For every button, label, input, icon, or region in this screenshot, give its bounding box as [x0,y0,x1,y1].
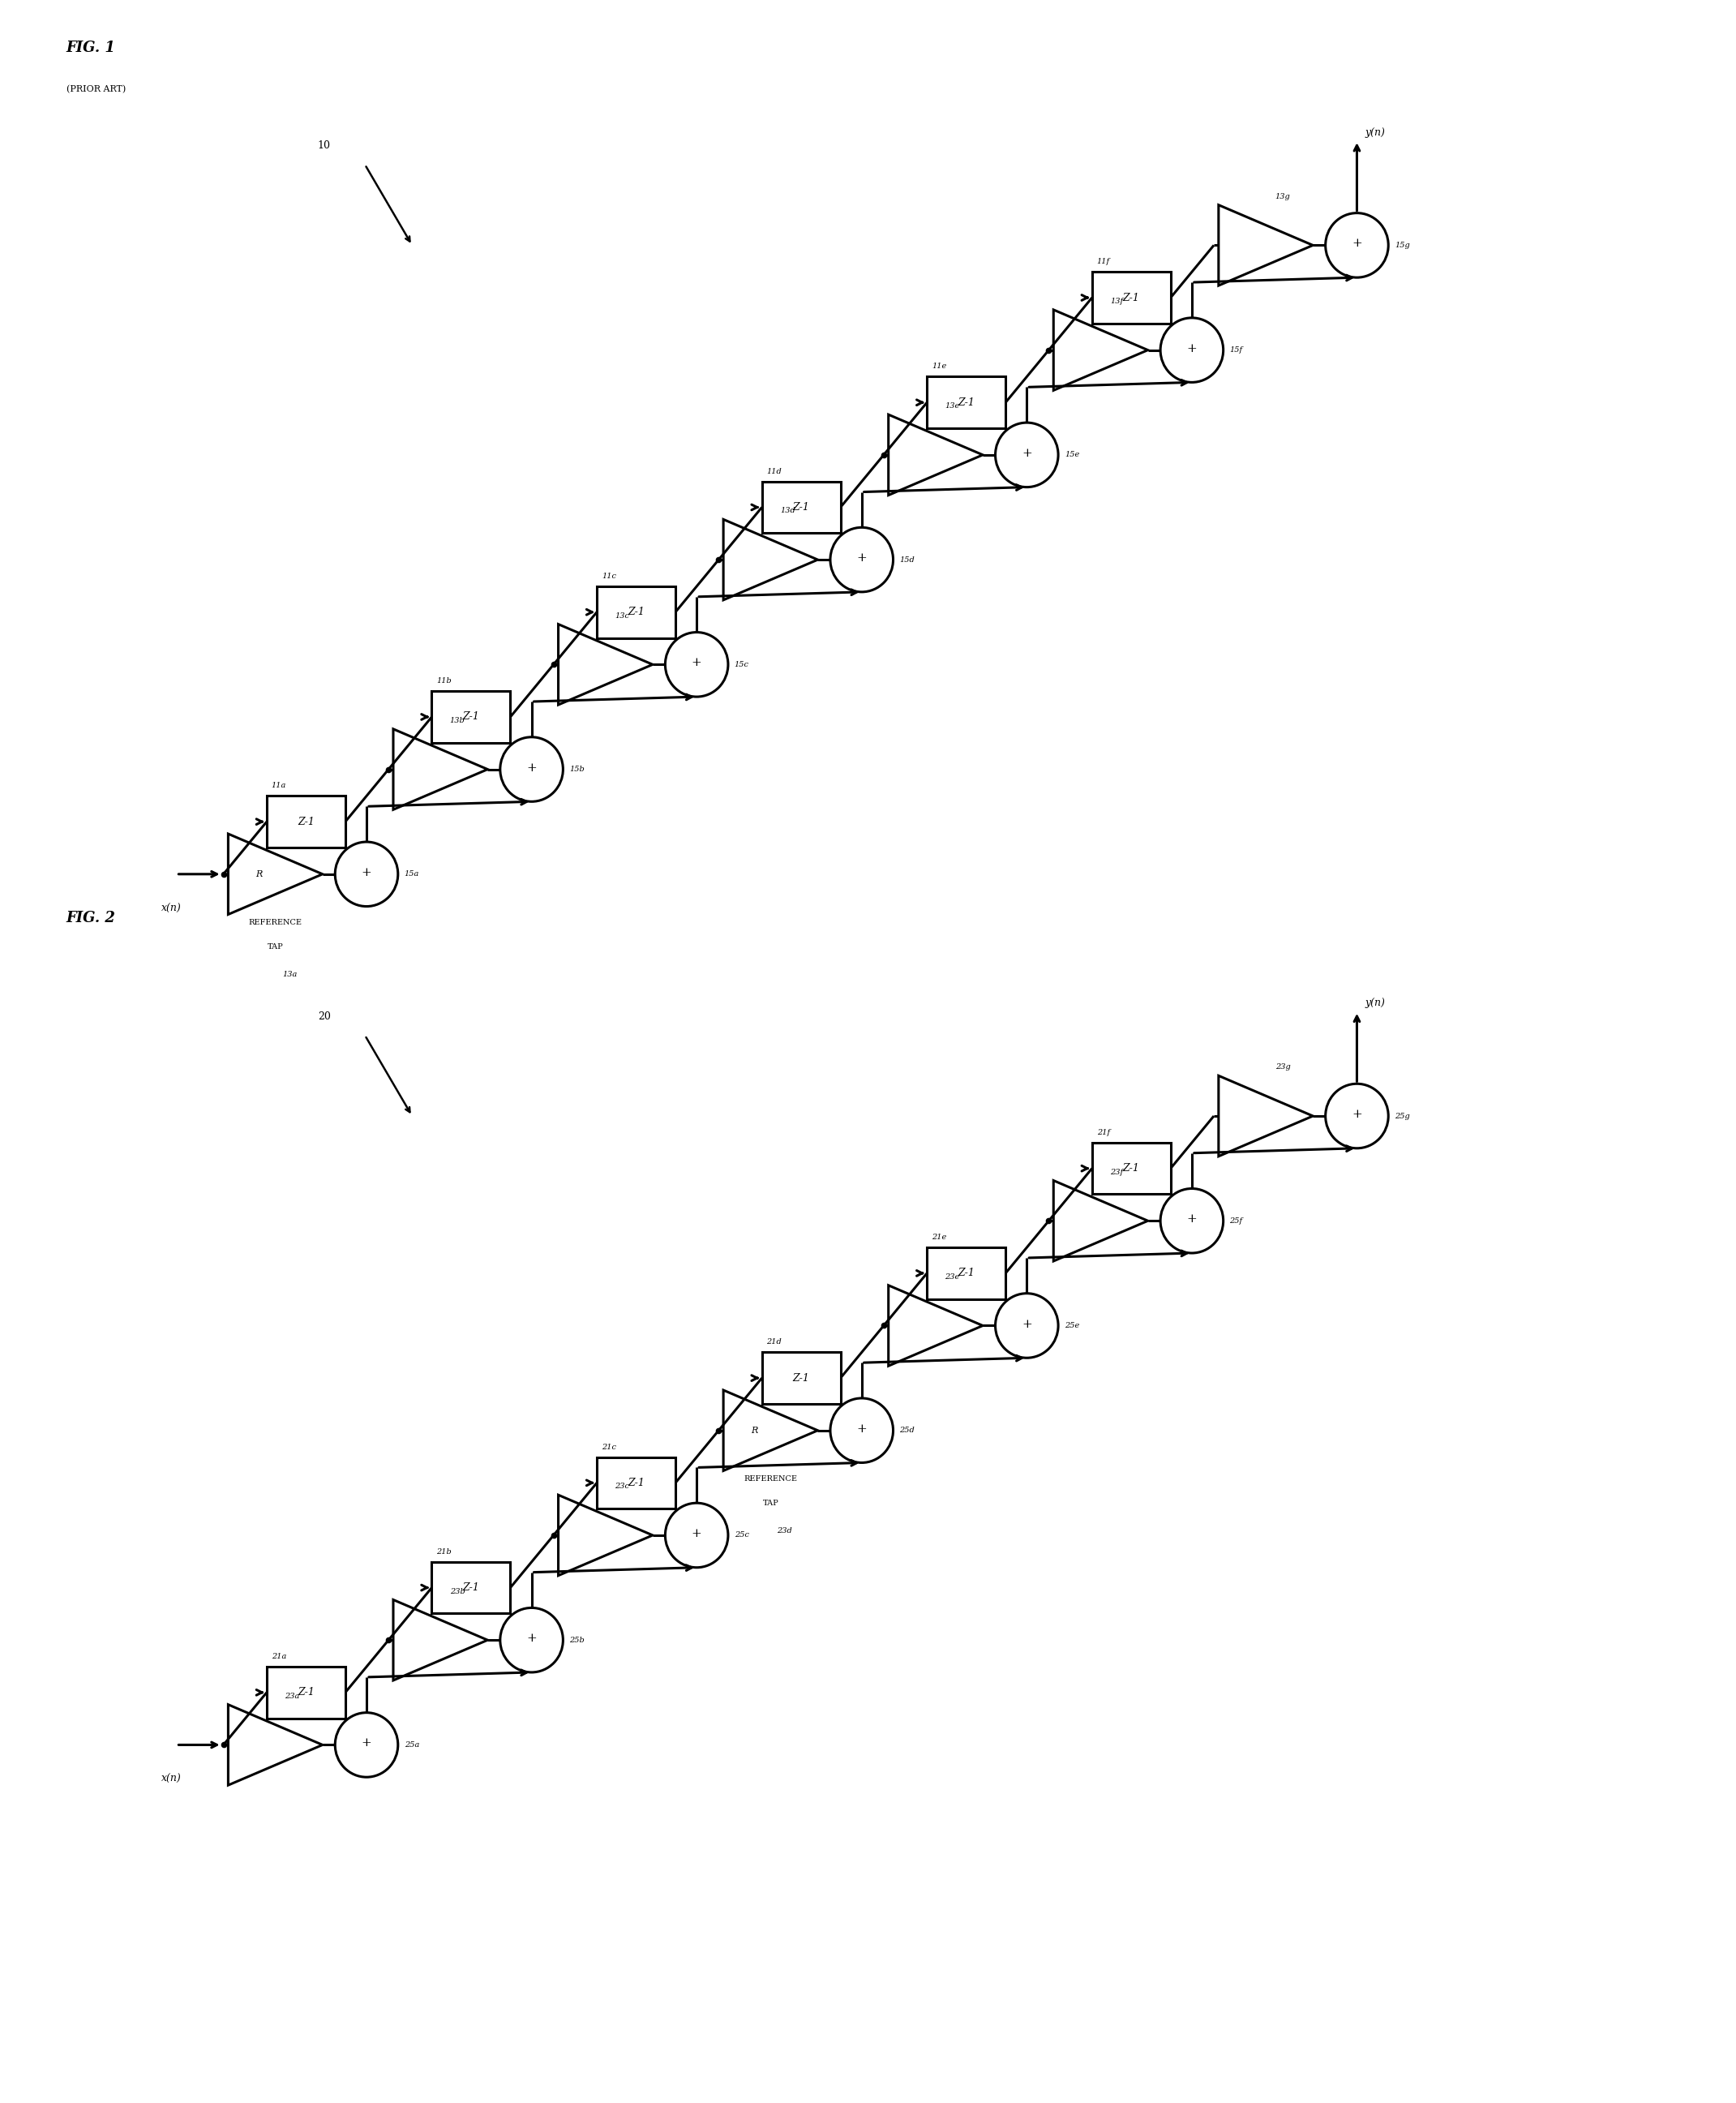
Text: +: + [361,1737,372,1750]
Text: R: R [750,1426,757,1434]
Text: Z-1: Z-1 [628,608,644,618]
Text: +: + [1352,1108,1363,1121]
Bar [432,1563,510,1613]
Text: 23b: 23b [450,1588,465,1594]
Text: 21a: 21a [271,1653,286,1659]
Bar [267,795,345,848]
Text: 15b: 15b [569,765,585,774]
Text: 15c: 15c [734,660,748,669]
Text: +: + [691,658,701,669]
Text: 11c: 11c [602,572,616,580]
Text: 21f: 21f [1097,1129,1109,1136]
Text: +: + [1352,238,1363,250]
Text: 23d: 23d [778,1527,792,1535]
Text: +: + [1021,1319,1031,1329]
Text: FIG. 2: FIG. 2 [66,911,116,925]
Text: 23g: 23g [1276,1064,1290,1070]
Text: Z-1: Z-1 [297,1687,314,1697]
Text: 25d: 25d [899,1426,915,1434]
Text: FIG. 1: FIG. 1 [66,40,116,55]
Text: +: + [856,1424,866,1434]
Text: TAP: TAP [762,1499,778,1508]
Text: 23a: 23a [285,1693,300,1699]
Text: REFERENCE: REFERENCE [743,1476,797,1483]
Text: TAP: TAP [267,944,283,951]
Text: 25c: 25c [734,1531,748,1539]
Text: 21b: 21b [436,1548,451,1556]
Text: 10: 10 [318,141,332,151]
Text: 13a: 13a [281,972,297,978]
Text: 13e: 13e [944,402,960,410]
Text: 11b: 11b [436,677,451,686]
Text: 15g: 15g [1394,242,1410,248]
Text: 11d: 11d [767,467,781,475]
Text: 11a: 11a [271,782,286,789]
Text: +: + [691,1529,701,1539]
Text: (PRIOR ART): (PRIOR ART) [66,86,125,95]
Text: 21e: 21e [932,1234,946,1241]
Bar [597,1457,675,1508]
Bar [432,692,510,742]
Text: 25e: 25e [1064,1323,1080,1329]
Text: +: + [1187,1213,1198,1224]
Text: +: + [526,1632,536,1645]
Bar [927,1247,1005,1300]
Text: x(n): x(n) [161,1775,182,1785]
Text: 25g: 25g [1394,1112,1410,1119]
Text: 13b: 13b [450,717,465,723]
Text: 23f: 23f [1109,1169,1123,1176]
Text: 15a: 15a [404,871,418,877]
Text: x(n): x(n) [161,902,182,913]
Text: y(n): y(n) [1364,126,1385,137]
Text: y(n): y(n) [1364,997,1385,1009]
Text: Z-1: Z-1 [1123,292,1141,303]
Bar [267,1668,345,1718]
Text: Z-1: Z-1 [628,1478,644,1489]
Text: 15d: 15d [899,555,915,564]
Text: 11e: 11e [932,364,946,370]
Text: 25b: 25b [569,1636,585,1645]
Text: 13c: 13c [615,612,630,620]
Text: +: + [1187,343,1198,353]
Text: 15e: 15e [1064,452,1080,458]
Text: +: + [526,761,536,774]
Text: Z-1: Z-1 [462,1581,479,1592]
Text: Z-1: Z-1 [1123,1163,1141,1173]
Bar [597,587,675,637]
Text: 13f: 13f [1109,299,1123,305]
Text: Z-1: Z-1 [462,711,479,721]
Text: +: + [856,553,866,564]
Text: +: + [361,866,372,879]
Text: Z-1: Z-1 [958,1268,974,1279]
Text: REFERENCE: REFERENCE [248,919,302,927]
Text: 13g: 13g [1276,193,1290,200]
Text: 15f: 15f [1229,347,1243,353]
Text: 13d: 13d [779,507,795,515]
Text: 25a: 25a [404,1741,418,1748]
Text: 21c: 21c [602,1443,616,1451]
Text: 23e: 23e [944,1272,960,1281]
Text: Z-1: Z-1 [793,1373,809,1384]
Bar [762,482,840,532]
Text: 11f: 11f [1097,259,1109,265]
Bar [762,1352,840,1405]
Text: 23c: 23c [615,1483,630,1491]
Text: 25f: 25f [1229,1218,1243,1224]
Text: R: R [255,871,262,879]
Bar [927,376,1005,429]
Text: Z-1: Z-1 [793,503,809,513]
Text: 20: 20 [318,1012,330,1022]
Text: 21d: 21d [767,1338,781,1346]
Text: +: + [1021,448,1031,458]
Text: Z-1: Z-1 [297,816,314,826]
Text: Z-1: Z-1 [958,397,974,408]
Bar [1092,271,1170,324]
Bar [1092,1142,1170,1195]
